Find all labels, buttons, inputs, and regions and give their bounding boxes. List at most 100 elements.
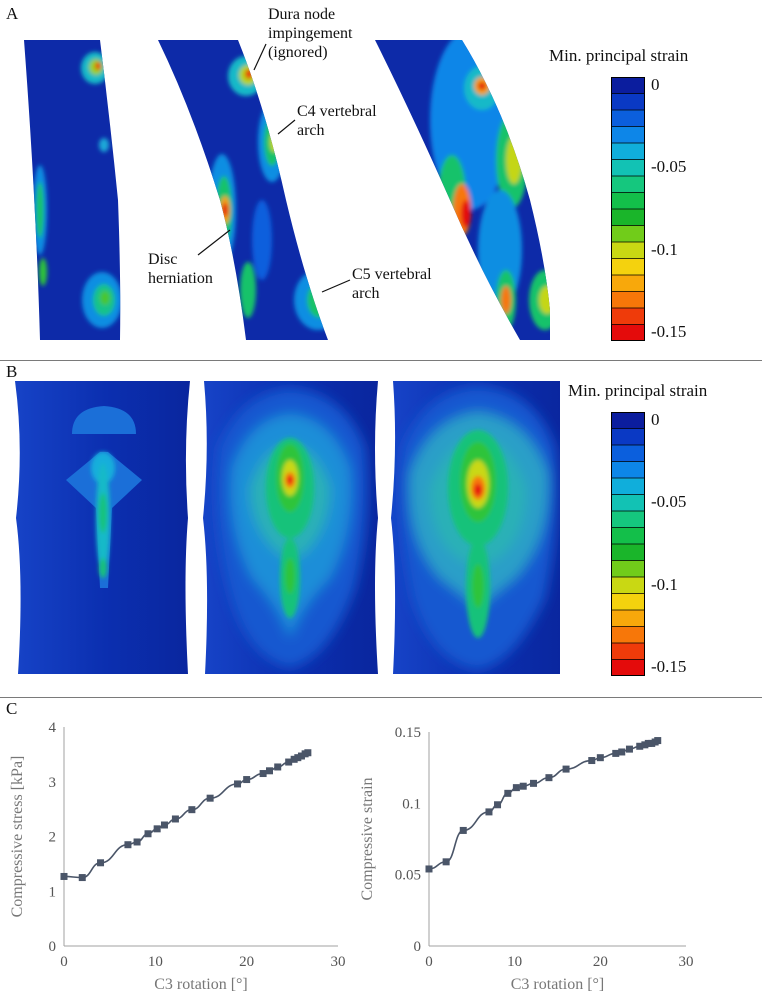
- panel-b-letter: B: [6, 362, 18, 381]
- y-tick-label: 0: [414, 939, 422, 955]
- colorbar-swatch: [611, 511, 645, 528]
- data-point: [297, 752, 305, 760]
- colorbar-b-tick-2: -0.1: [651, 575, 678, 594]
- data-point: [512, 784, 520, 792]
- colorbar-swatch: [611, 242, 645, 259]
- data-point: [206, 794, 214, 802]
- y-tick-label: 0.15: [395, 725, 421, 741]
- sagittal-model-1: [24, 40, 121, 340]
- y-axis-label: Compressive strain: [359, 777, 376, 900]
- data-point: [588, 757, 596, 765]
- y-tick-label: 1: [49, 884, 57, 900]
- data-point: [259, 770, 267, 778]
- colorbar-swatch: [611, 412, 645, 429]
- colorbar-b-tick-0: 0: [651, 410, 660, 429]
- data-point: [545, 774, 553, 782]
- leader-c5-arch: [321, 279, 351, 293]
- colorbar-swatch: [611, 626, 645, 644]
- data-point: [625, 745, 633, 753]
- colorbar-swatch: [611, 192, 645, 210]
- colorbar-swatch: [611, 110, 645, 127]
- colorbar-swatch: [611, 577, 645, 594]
- colorbar-frame: [611, 412, 645, 676]
- colorbar-b-title: Min. principal strain: [568, 381, 708, 400]
- panel-a-contours: [24, 40, 550, 340]
- data-point: [504, 789, 512, 797]
- chart-compressive-stress: 0 10 20 30 0 1 2 3 4 C3 rotation [°] Compressive s…: [9, 720, 346, 991]
- divider-b-c: [0, 697, 762, 698]
- x-tick-label: 30: [679, 954, 694, 970]
- colorbar-swatch: [611, 275, 645, 292]
- colorbar-a-tick-0: 0: [651, 75, 660, 94]
- colorbar-swatch: [611, 659, 645, 677]
- colorbar-swatch: [611, 324, 645, 342]
- data-point: [160, 821, 168, 829]
- data-point: [459, 826, 467, 834]
- data-point: [153, 825, 161, 833]
- annotation-c5-vertebral-arch: C5 vertebral arch: [352, 266, 432, 302]
- panel-c-charts: 0 10 20 30 0 1 2 3 4 C3 rotation [°] Compressive s…: [9, 720, 694, 991]
- x-tick-label: 30: [331, 954, 346, 970]
- x-axis-label: C3 rotation [°]: [154, 976, 248, 991]
- colorbar-swatch: [611, 308, 645, 325]
- annotation-disc-herniation: Disc herniation: [148, 251, 213, 287]
- y-tick-label: 4: [49, 720, 57, 736]
- colorbar-swatch: [611, 291, 645, 309]
- colorbar-swatch: [611, 176, 645, 193]
- data-point: [234, 780, 242, 788]
- data-point: [612, 749, 620, 757]
- colorbar-swatch: [611, 428, 645, 446]
- data-point: [290, 755, 298, 763]
- x-tick-label: 20: [239, 954, 254, 970]
- x-tick-label: 0: [60, 954, 68, 970]
- colorbar-b-swatches: [611, 412, 645, 677]
- panel-a-letter: A: [6, 4, 19, 23]
- chart-compressive-strain: 0 10 20 30 0 0.05 0.1 0.15 C3 rotation [°] Compre…: [359, 725, 694, 991]
- x-tick-label: 10: [507, 954, 522, 970]
- y-tick-label: 2: [49, 830, 57, 846]
- divider-a-b: [0, 360, 762, 361]
- sagittal-model-2: [158, 40, 328, 340]
- colorbar-swatch: [611, 478, 645, 495]
- colorbar-a-tick-3: -0.15: [651, 322, 687, 341]
- data-point: [274, 763, 282, 771]
- colorbar-a-tick-1: -0.05: [651, 157, 687, 176]
- data-point: [562, 765, 570, 773]
- colorbar-swatch: [611, 494, 645, 512]
- x-tick-label: 0: [425, 954, 433, 970]
- data-point: [442, 858, 450, 866]
- colorbar-frame: [611, 77, 645, 341]
- data-point: [188, 806, 196, 814]
- x-axis-label: C3 rotation [°]: [511, 976, 605, 991]
- panel-c-letter: C: [6, 699, 18, 718]
- colorbar-swatch: [611, 643, 645, 660]
- colorbar-a: [611, 77, 645, 342]
- colorbar-swatch: [611, 93, 645, 111]
- y-axis-label: Compressive stress [kPa]: [9, 756, 26, 918]
- colorbar-b: [611, 412, 645, 677]
- axial-model-1: [15, 381, 190, 674]
- data-point: [266, 767, 273, 775]
- data-point: [596, 754, 604, 762]
- colorbar-swatch: [611, 126, 645, 144]
- data-point: [124, 841, 132, 849]
- colorbar-swatch: [611, 209, 645, 226]
- colorbar-swatch: [611, 77, 645, 94]
- data-point: [171, 815, 179, 823]
- data-point: [133, 838, 141, 846]
- data-point: [654, 737, 662, 745]
- colorbar-swatch: [611, 610, 645, 627]
- data-point: [144, 830, 152, 838]
- axial-model-2: [203, 381, 378, 674]
- data-point: [425, 865, 433, 873]
- data-point: [285, 758, 293, 766]
- leader-c4-arch: [277, 119, 296, 135]
- colorbar-a-swatches: [611, 77, 645, 342]
- data-point: [243, 776, 251, 784]
- x-tick-label: 20: [593, 954, 608, 970]
- colorbar-b-tick-1: -0.05: [651, 492, 687, 511]
- colorbar-swatch: [611, 560, 645, 578]
- data-point: [618, 748, 626, 756]
- leader-disc-herniation: [197, 229, 231, 256]
- y-tick-label: 0: [49, 939, 57, 955]
